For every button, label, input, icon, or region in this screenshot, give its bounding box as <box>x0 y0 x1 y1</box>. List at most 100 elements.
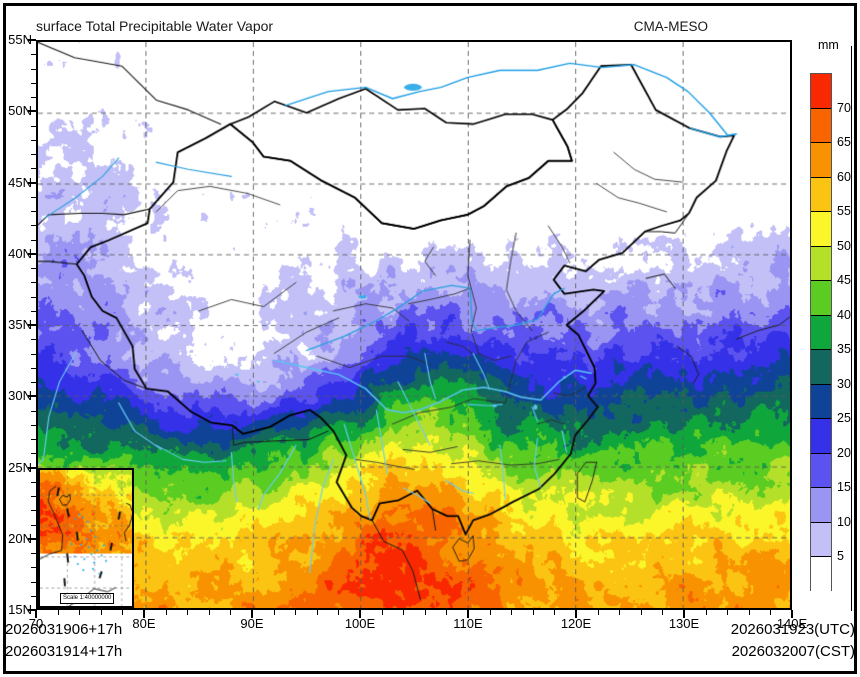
x-axis-minor-tick <box>532 610 534 615</box>
y-axis-tick <box>28 466 36 469</box>
x-axis-tick <box>143 610 145 618</box>
footer-init-time-cst: 2026031914+17h <box>5 643 123 660</box>
x-axis-label: 110E <box>453 616 483 631</box>
y-axis-minor-tick <box>31 453 36 455</box>
colorbar-band <box>811 488 831 523</box>
x-axis-minor-tick <box>770 610 772 615</box>
y-axis-minor-tick <box>31 196 36 198</box>
y-axis-minor-tick <box>31 339 36 341</box>
x-axis-label: 120E <box>560 616 592 631</box>
y-axis-tick <box>28 609 36 611</box>
colorbar-unit-label: mm <box>818 38 839 52</box>
colorbar-band <box>811 419 831 454</box>
inset-map[interactable]: Scale 1:40000000 <box>38 468 134 608</box>
colorbar-band <box>811 246 831 282</box>
y-axis-minor-tick <box>31 211 36 212</box>
x-axis-label: 130E <box>668 616 700 631</box>
colorbar-separator-line <box>851 46 852 611</box>
y-axis-minor-tick <box>31 296 36 298</box>
colorbar-tick-label: 5 <box>837 549 844 564</box>
colorbar-band <box>811 453 831 489</box>
map-field-canvas <box>38 42 790 608</box>
y-axis-label: 55N <box>8 32 32 47</box>
x-axis-minor-tick <box>597 610 599 615</box>
y-axis-minor-tick <box>31 410 36 412</box>
x-axis-tick <box>467 610 469 618</box>
y-axis-label: 50N <box>8 103 32 119</box>
y-axis-tick <box>28 110 36 113</box>
x-axis-minor-tick <box>424 610 426 615</box>
colorbar-band <box>811 350 831 385</box>
colorbar-tick-label: 25 <box>837 411 851 426</box>
x-axis-minor-tick <box>100 610 102 615</box>
colorbar-tick-label: 35 <box>837 342 851 357</box>
colorbar-tick-label: 70 <box>837 100 851 115</box>
inset-map-canvas <box>40 470 132 606</box>
colorbar-band <box>811 557 831 592</box>
model-label: CMA-MESO <box>633 19 708 34</box>
colorbar-band <box>811 177 831 213</box>
colorbar-tick-label: 45 <box>837 273 851 288</box>
x-axis-tick <box>791 610 793 618</box>
x-axis-minor-tick <box>381 610 383 615</box>
colorbar-band <box>811 315 831 351</box>
colorbar-band <box>811 281 831 316</box>
outer-frame <box>3 3 857 674</box>
y-axis-minor-tick <box>31 524 36 526</box>
y-axis-minor-tick <box>31 424 36 426</box>
x-axis-tick <box>683 610 685 618</box>
y-axis-minor-tick <box>31 154 36 155</box>
footer-init-time-utc: 2026031906+17h <box>5 621 123 638</box>
colorbar-band <box>811 108 831 144</box>
map-plot-area[interactable]: Scale 1:20000000 No:GS (2019) 1786 <box>36 40 792 610</box>
x-axis-minor-tick <box>727 610 729 615</box>
colorbar-band <box>811 384 831 420</box>
y-axis-minor-tick <box>31 581 36 583</box>
y-axis-minor-tick <box>31 367 36 369</box>
x-axis-minor-tick <box>705 610 707 615</box>
x-axis-minor-tick <box>57 610 59 615</box>
y-axis-minor-tick <box>31 553 36 554</box>
x-axis-minor-tick <box>403 610 405 615</box>
y-axis-minor-tick <box>31 595 36 597</box>
y-axis-minor-tick <box>31 268 36 269</box>
y-axis-minor-tick <box>31 225 36 227</box>
y-axis-minor-tick <box>31 54 36 56</box>
x-axis-minor-tick <box>187 610 189 615</box>
x-axis-minor-tick <box>662 610 664 615</box>
y-axis-minor-tick <box>31 68 36 70</box>
x-axis-label: 100E <box>344 616 376 631</box>
colorbar-tick-label: 30 <box>837 376 851 391</box>
y-axis-label: 15N <box>8 602 32 617</box>
colorbar-tick-label: 10 <box>837 514 851 529</box>
colorbar-tick-label: 60 <box>837 169 851 184</box>
x-axis-minor-tick <box>554 610 556 615</box>
x-axis-minor-tick <box>230 610 232 615</box>
x-axis-label: 80E <box>132 616 156 631</box>
y-axis-minor-tick <box>31 481 36 483</box>
x-axis-tick <box>575 610 577 618</box>
y-axis-minor-tick <box>31 125 36 127</box>
x-axis-minor-tick <box>338 610 340 615</box>
footer-valid-time-utc: 2026031923(UTC) <box>730 621 855 638</box>
y-axis-tick <box>28 181 36 184</box>
colorbar-band <box>811 74 831 109</box>
x-axis-tick <box>35 610 37 618</box>
colorbar[interactable] <box>810 73 832 592</box>
y-axis-minor-tick <box>31 139 36 141</box>
y-axis-tick <box>28 39 36 41</box>
x-axis-minor-tick <box>273 610 275 615</box>
y-axis-minor-tick <box>31 382 36 383</box>
x-axis-minor-tick <box>122 610 124 615</box>
x-axis-label: 70 <box>28 616 44 631</box>
x-axis-tick <box>359 610 361 618</box>
y-axis-label: 40N <box>8 245 32 261</box>
x-axis-minor-tick <box>619 610 621 615</box>
inset-scale-label: Scale 1:40000000 <box>60 593 115 604</box>
y-axis-label: 25N <box>8 459 32 475</box>
x-axis-minor-tick <box>640 610 642 615</box>
x-axis-label: 140E <box>776 616 808 631</box>
colorbar-tick-label: 20 <box>837 445 851 460</box>
colorbar-tick-label: 55 <box>837 204 851 219</box>
